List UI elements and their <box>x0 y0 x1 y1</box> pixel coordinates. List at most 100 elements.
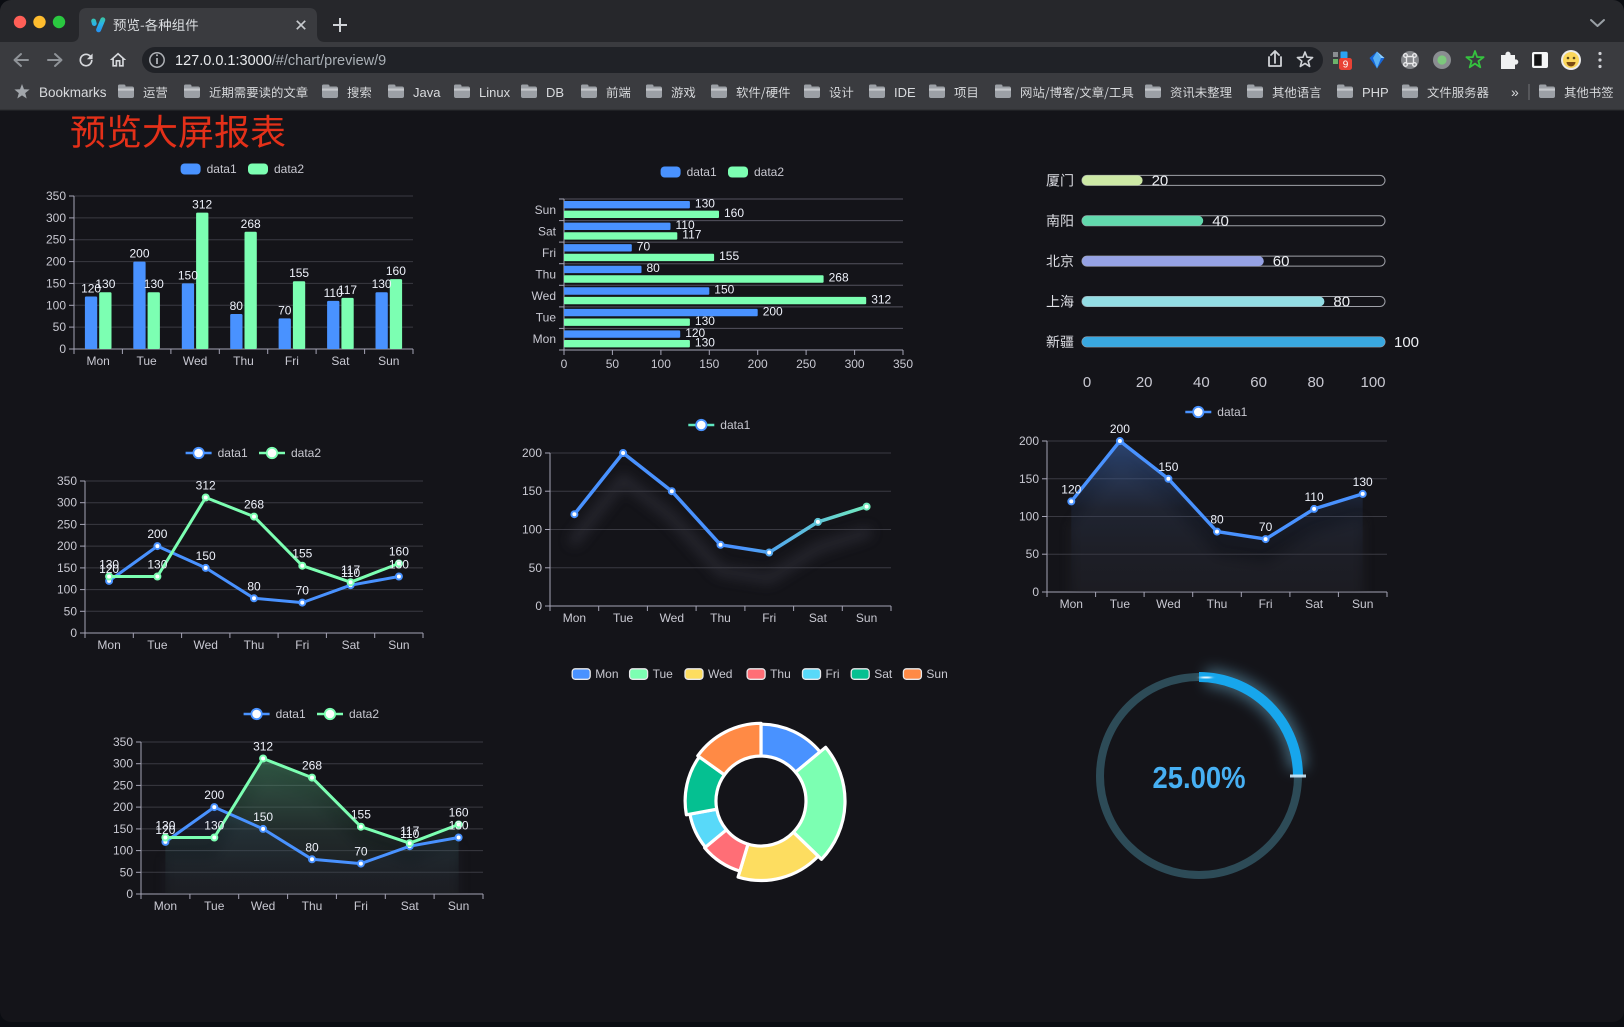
svg-text:50: 50 <box>606 357 620 371</box>
svg-text:data2: data2 <box>291 446 321 460</box>
svg-text:50: 50 <box>120 865 134 879</box>
svg-text:117: 117 <box>341 563 360 577</box>
svg-text:0: 0 <box>126 887 133 901</box>
svg-text:0: 0 <box>70 626 77 640</box>
svg-text:200: 200 <box>46 255 66 269</box>
svg-text:50: 50 <box>529 561 543 575</box>
svg-text:130: 130 <box>204 819 224 833</box>
svg-text:50: 50 <box>53 320 67 334</box>
svg-text:100: 100 <box>522 523 542 537</box>
svg-text:117: 117 <box>338 283 357 297</box>
svg-text:312: 312 <box>253 740 273 754</box>
svg-text:150: 150 <box>178 268 198 282</box>
svg-text:40: 40 <box>1212 213 1229 230</box>
svg-text:155: 155 <box>719 249 739 263</box>
svg-text:0: 0 <box>561 357 568 371</box>
svg-text:Mon: Mon <box>533 332 556 346</box>
svg-text:100: 100 <box>1360 374 1385 391</box>
svg-text:100: 100 <box>57 583 77 597</box>
svg-text:110: 110 <box>341 566 360 580</box>
svg-text:300: 300 <box>46 211 66 225</box>
svg-text:70: 70 <box>637 240 651 254</box>
svg-text:Sun: Sun <box>926 667 947 681</box>
svg-text:20: 20 <box>1136 374 1153 391</box>
svg-text:350: 350 <box>113 735 133 749</box>
svg-text:268: 268 <box>302 759 322 773</box>
svg-text:70: 70 <box>296 584 310 598</box>
svg-text:110: 110 <box>1305 490 1324 504</box>
svg-text:250: 250 <box>796 357 816 371</box>
svg-text:0: 0 <box>59 342 66 356</box>
svg-text:data2: data2 <box>754 165 784 179</box>
svg-text:130: 130 <box>1353 475 1373 489</box>
svg-text:Linux: Linux <box>479 85 511 100</box>
svg-text:120: 120 <box>99 562 119 576</box>
svg-text:350: 350 <box>46 189 66 203</box>
svg-text:Tue: Tue <box>147 638 168 652</box>
svg-text:Fri: Fri <box>542 246 556 260</box>
svg-text:40: 40 <box>1193 374 1210 391</box>
svg-text:Tue: Tue <box>613 611 634 625</box>
svg-text:160: 160 <box>724 206 744 220</box>
svg-text:200: 200 <box>763 304 783 318</box>
svg-text:268: 268 <box>244 498 264 512</box>
svg-text:120: 120 <box>81 282 101 296</box>
svg-text:200: 200 <box>129 247 149 261</box>
svg-text:130: 130 <box>95 277 115 291</box>
svg-text:150: 150 <box>1158 460 1178 474</box>
svg-text:200: 200 <box>57 539 77 553</box>
svg-text:130: 130 <box>99 558 119 572</box>
svg-text:155: 155 <box>351 808 371 822</box>
svg-text:200: 200 <box>522 446 542 460</box>
svg-text:200: 200 <box>1110 422 1130 436</box>
svg-text:150: 150 <box>1019 472 1039 486</box>
svg-text:117: 117 <box>682 228 701 242</box>
svg-text:127.0.0.1:3000/#/chart/preview: 127.0.0.1:3000/#/chart/preview/9 <box>175 53 386 69</box>
svg-text:110: 110 <box>676 218 695 232</box>
svg-text:120: 120 <box>685 326 705 340</box>
svg-text:100: 100 <box>46 298 66 312</box>
svg-text:Tue: Tue <box>1110 597 1131 611</box>
svg-text:130: 130 <box>449 819 469 833</box>
svg-text:Wed: Wed <box>193 638 217 652</box>
svg-text:Sat: Sat <box>401 899 420 913</box>
svg-text:50: 50 <box>1026 547 1040 561</box>
svg-text:80: 80 <box>1307 374 1324 391</box>
svg-text:Sat: Sat <box>874 667 893 681</box>
svg-text:160: 160 <box>386 264 406 278</box>
svg-text:130: 130 <box>147 558 167 572</box>
svg-text:150: 150 <box>113 822 133 836</box>
svg-text:250: 250 <box>46 233 66 247</box>
svg-text:Mon: Mon <box>97 638 120 652</box>
svg-text:data1: data1 <box>207 162 237 176</box>
svg-text:Fri: Fri <box>762 611 776 625</box>
svg-text:Tue: Tue <box>653 667 674 681</box>
svg-text:80: 80 <box>647 261 661 275</box>
svg-text:IDE: IDE <box>894 85 916 100</box>
svg-text:DB: DB <box>546 85 564 100</box>
svg-text:200: 200 <box>748 357 768 371</box>
svg-text:Bookmarks: Bookmarks <box>39 85 107 100</box>
svg-text:100: 100 <box>651 357 671 371</box>
svg-text:Thu: Thu <box>302 899 323 913</box>
svg-text:Sat: Sat <box>1305 597 1324 611</box>
svg-text:Wed: Wed <box>660 611 684 625</box>
svg-text:0: 0 <box>1032 585 1039 599</box>
svg-text:80: 80 <box>230 299 244 313</box>
svg-text:120: 120 <box>155 823 175 837</box>
svg-text:Thu: Thu <box>770 667 791 681</box>
svg-text:350: 350 <box>893 357 913 371</box>
svg-text:Sun: Sun <box>378 354 399 368</box>
svg-text:312: 312 <box>192 198 212 212</box>
svg-text:130: 130 <box>155 819 175 833</box>
svg-text:70: 70 <box>354 845 368 859</box>
svg-text:Tue: Tue <box>204 899 225 913</box>
svg-text:0: 0 <box>535 599 542 613</box>
svg-text:Wed: Wed <box>708 667 732 681</box>
svg-text:117: 117 <box>400 824 419 838</box>
svg-text:155: 155 <box>289 266 309 280</box>
svg-text:312: 312 <box>196 479 216 493</box>
svg-text:100: 100 <box>1394 334 1419 351</box>
svg-text:150: 150 <box>196 549 216 563</box>
svg-text:300: 300 <box>845 357 865 371</box>
